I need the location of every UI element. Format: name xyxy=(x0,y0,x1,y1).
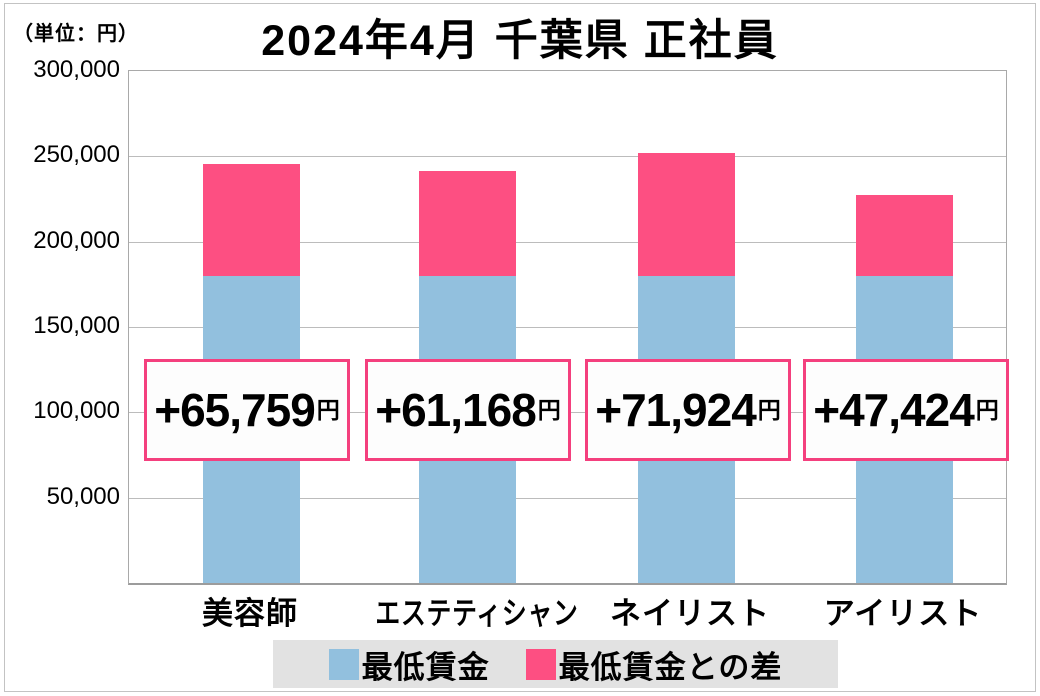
category-label-3: ネイリスト xyxy=(610,596,770,631)
legend-item-2: 最低賃金との差 xyxy=(525,642,783,687)
y-tick-label: 250,000 xyxy=(33,141,120,169)
bar-segment-difference xyxy=(419,171,516,276)
y-tick-label: 150,000 xyxy=(33,312,120,339)
unit-label: （単位：円） xyxy=(13,23,139,45)
chart-title: 2024年4月 千葉県 正社員 xyxy=(261,17,779,65)
difference-label-box: +61,168 円 xyxy=(365,359,571,461)
gridline xyxy=(129,497,1006,499)
difference-label-box: +65,759 円 xyxy=(144,359,350,461)
category-label-1: 美容師 xyxy=(202,596,298,631)
category-label-2: エステティシャン xyxy=(375,596,579,631)
difference-label-box: +71,924 円 xyxy=(585,359,791,461)
gridline xyxy=(129,156,1006,158)
legend-swatch-icon xyxy=(525,648,556,680)
gridline xyxy=(129,241,1006,243)
difference-label-box: +47,424 円 xyxy=(803,359,1009,461)
plot-area: +65,759 円 +61,168 円 +71,924 円 +47,424 円 xyxy=(128,70,1009,585)
y-tick-label: 100,000 xyxy=(33,397,120,425)
difference-value: +65,759 xyxy=(154,384,316,436)
difference-value: +61,168 xyxy=(375,384,537,436)
yen-suffix: 円 xyxy=(316,396,340,423)
y-tick-label: 300,000 xyxy=(33,56,120,83)
yen-suffix: 円 xyxy=(975,396,999,423)
y-tick-label: 200,000 xyxy=(33,226,120,254)
bar-segment-difference xyxy=(203,163,300,276)
bar-segment-difference xyxy=(856,194,953,276)
legend-label: 最低賃金 xyxy=(361,649,490,685)
gridline xyxy=(129,327,1006,328)
category-label-4: アイリスト xyxy=(823,596,983,631)
legend-item-1: 最低賃金 xyxy=(328,642,490,687)
bar-segment-difference xyxy=(638,153,735,276)
legend: 最低賃金 最低賃金との差 xyxy=(273,640,838,688)
difference-value: +47,424 xyxy=(813,384,975,436)
difference-value: +71,924 xyxy=(595,384,757,436)
legend-label: 最低賃金との差 xyxy=(558,649,783,685)
y-tick-label: 50,000 xyxy=(46,482,120,510)
yen-suffix: 円 xyxy=(757,396,781,423)
yen-suffix: 円 xyxy=(537,396,561,423)
legend-swatch-icon xyxy=(328,648,359,680)
